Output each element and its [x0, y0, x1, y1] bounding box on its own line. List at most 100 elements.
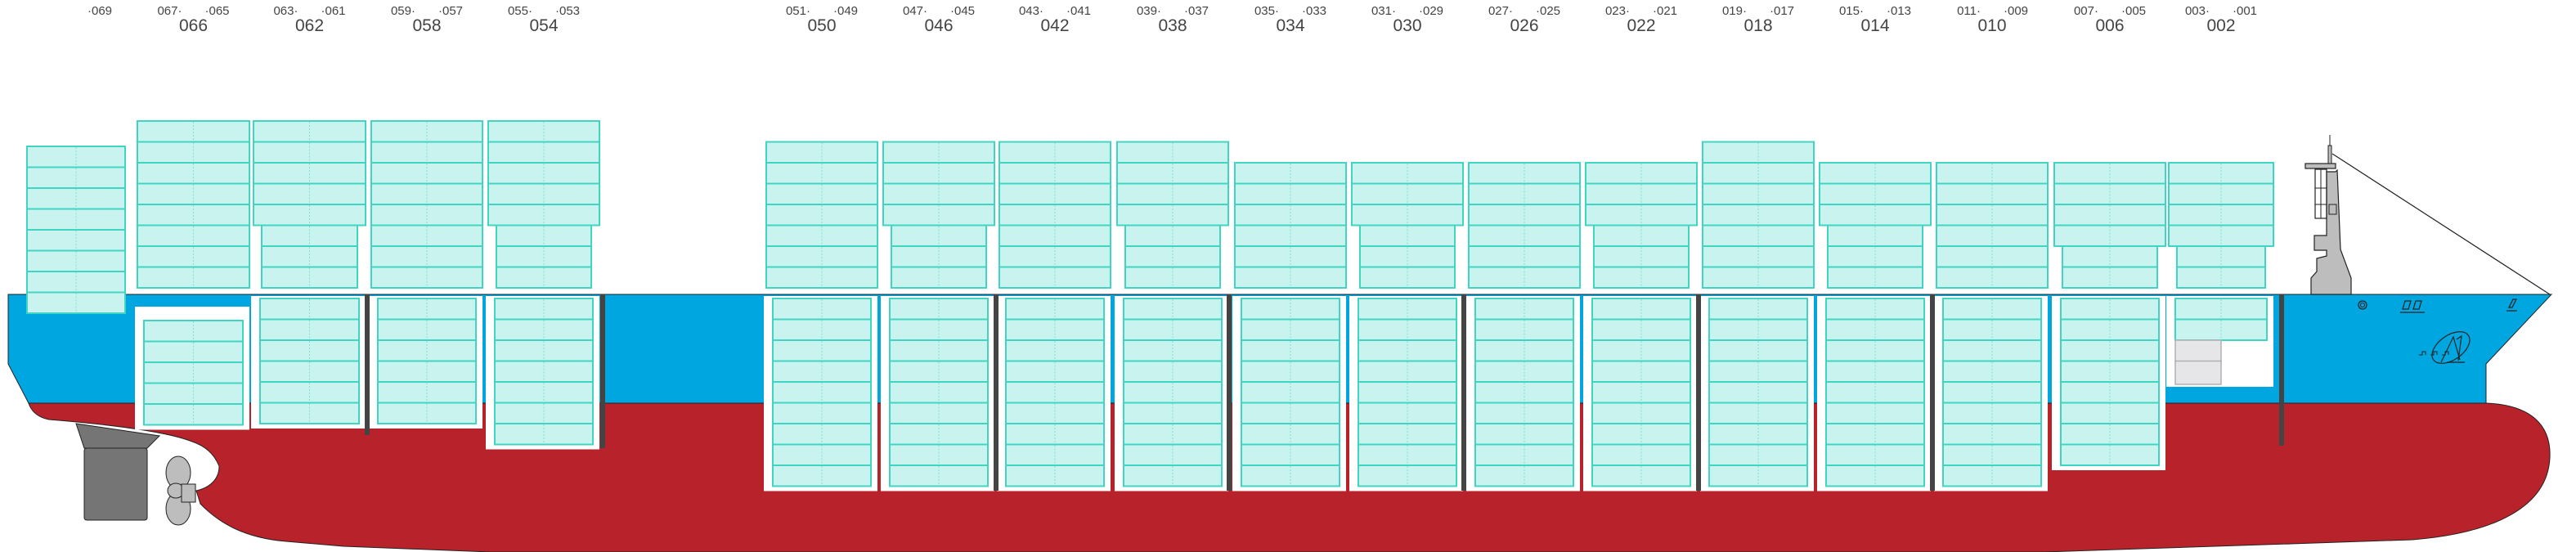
hold-container — [889, 443, 989, 466]
deck-container — [1936, 224, 2049, 247]
hold-container — [1708, 443, 1808, 466]
porthole-inner — [2360, 303, 2365, 307]
deck-container — [1819, 182, 1932, 205]
hold-container — [1358, 298, 1457, 321]
hold-container — [1123, 298, 1223, 321]
forecastle — [2304, 135, 2551, 364]
hold-container — [1591, 381, 1691, 404]
hold-container — [1942, 464, 2042, 487]
hold-container — [1708, 360, 1808, 383]
deck-container — [1585, 204, 1698, 227]
rudder-stock — [75, 423, 161, 449]
deck-container — [1593, 224, 1690, 247]
deck-container — [26, 291, 126, 314]
sub-bay-label-right: ·045 — [950, 4, 975, 18]
hold-container-box — [1825, 381, 1925, 404]
hold-container — [1123, 423, 1223, 446]
bay-010-hold — [1934, 296, 2048, 491]
deck-container — [253, 162, 366, 185]
sub-bay-label-left: 019· — [1722, 4, 1747, 18]
bulkhead — [1461, 294, 1466, 491]
bay-label: 062 — [295, 16, 324, 35]
hold-container — [2060, 423, 2160, 446]
hold-container — [1358, 443, 1457, 466]
sub-bay-label-right: ·001 — [2233, 4, 2257, 18]
porthole-icon — [2358, 300, 2367, 310]
deck-container — [999, 204, 1111, 227]
deck-container — [261, 266, 358, 289]
deck-container — [487, 120, 600, 143]
deck-container-box — [1351, 162, 1464, 185]
hold-container — [1474, 381, 1574, 404]
hold-container — [2060, 381, 2160, 404]
hold-container — [1825, 443, 1925, 466]
deck-container — [765, 266, 878, 289]
sub-bay-label-left: 067· — [157, 4, 182, 18]
hold-container-box — [1241, 381, 1340, 404]
deck-container — [2053, 182, 2166, 205]
hold-container — [1474, 423, 1574, 446]
hold-container — [889, 381, 989, 404]
deck-container — [1827, 266, 1923, 289]
sub-bay-label-left: 003· — [2185, 4, 2210, 18]
bay-038-deck — [1116, 141, 1229, 289]
deck-container — [137, 141, 250, 164]
propeller-hub — [181, 483, 196, 503]
hold-container — [1591, 298, 1691, 321]
hold-container — [1591, 443, 1691, 466]
hold-container — [1123, 318, 1223, 341]
hold-container — [1825, 360, 1925, 383]
bulkhead — [365, 294, 370, 435]
deck-container — [137, 162, 250, 185]
deck-container — [882, 204, 995, 227]
bay-label: 002 — [2206, 16, 2235, 35]
deck-container — [1468, 224, 1581, 247]
sub-bay-label-right: ·049 — [833, 4, 858, 18]
sub-bay-label-left: 023· — [1605, 4, 1630, 18]
deck-container — [2062, 266, 2158, 289]
hold-container-box — [377, 318, 477, 341]
deck-container — [1593, 245, 1690, 268]
deck-container — [1702, 204, 1815, 227]
hold-container — [2060, 443, 2160, 466]
bay-002-deck — [2168, 162, 2274, 289]
deck-container-box — [882, 204, 995, 227]
hold-container — [1358, 381, 1457, 404]
sub-bay-label-right: ·009 — [2004, 4, 2028, 18]
hawse-opening-icon — [2400, 300, 2425, 313]
hold-container — [1358, 339, 1457, 362]
deck-container — [2168, 224, 2274, 247]
deck-container — [1936, 266, 2049, 289]
hold-container — [2174, 318, 2268, 341]
deck-container — [2053, 204, 2166, 227]
hold-container — [1474, 339, 1574, 362]
hold-container — [377, 298, 477, 321]
sub-bay-label-right: ·037 — [1184, 4, 1209, 18]
deck-container — [496, 245, 592, 268]
bay-label: 022 — [1627, 16, 1655, 35]
hold-container — [1123, 381, 1223, 404]
hold-container — [377, 318, 477, 341]
sub-bay-label-left: 035· — [1254, 4, 1279, 18]
hold-container — [772, 318, 872, 341]
sub-bay-label-right: ·013 — [1887, 4, 1911, 18]
hold-container — [772, 423, 872, 446]
deck-container — [137, 182, 250, 205]
hold-container — [2060, 402, 2160, 424]
hold-container — [1358, 360, 1457, 383]
deck-container — [26, 208, 126, 231]
deck-container — [1116, 204, 1229, 227]
hold-container-box — [1358, 381, 1457, 404]
mast-hatch — [2328, 204, 2337, 215]
deck-container — [1936, 245, 2049, 268]
hold-container — [1825, 381, 1925, 404]
bay-042-hold — [997, 296, 1111, 491]
bay-label: 006 — [2095, 16, 2124, 35]
deck-container — [1359, 224, 1456, 247]
deck-container-box — [261, 224, 358, 247]
deck-container — [2176, 266, 2266, 289]
hold-container-box — [143, 340, 244, 363]
fairlead-icon — [2506, 298, 2518, 312]
deck-container — [1351, 204, 1464, 227]
deck-container — [487, 182, 600, 205]
